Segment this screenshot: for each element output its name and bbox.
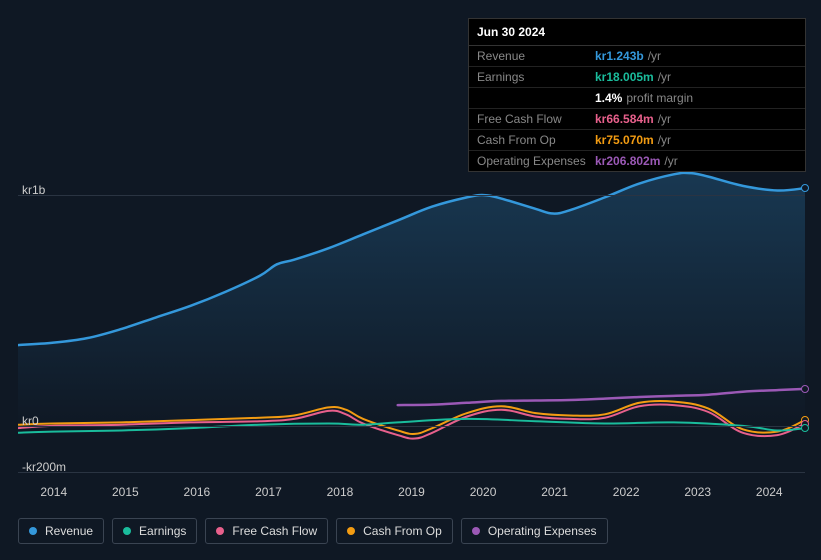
legend-dot	[216, 527, 224, 535]
y-axis-label: kr1b	[22, 183, 45, 197]
tooltip-value: kr18.005m	[595, 70, 654, 84]
tooltip-label: Revenue	[477, 49, 595, 63]
x-axis-label: 2021	[519, 485, 591, 499]
legend-label: Cash From Op	[363, 524, 442, 538]
x-axis-label: 2014	[18, 485, 90, 499]
tooltip-suffix: /yr	[658, 133, 671, 147]
legend-item[interactable]: Revenue	[18, 518, 104, 544]
legend-label: Earnings	[139, 524, 186, 538]
tooltip-value: kr66.584m	[595, 112, 654, 126]
legend-dot	[472, 527, 480, 535]
legend-label: Revenue	[45, 524, 93, 538]
tooltip-suffix: /yr	[664, 154, 677, 168]
tooltip-suffix: /yr	[658, 70, 671, 84]
x-axis-label: 2017	[233, 485, 305, 499]
tooltip-date: Jun 30 2024	[469, 19, 805, 46]
legend-label: Free Cash Flow	[232, 524, 317, 538]
tooltip-label: Operating Expenses	[477, 154, 595, 168]
tooltip-row: Operating Expenseskr206.802m/yr	[469, 151, 805, 171]
tooltip-label	[477, 91, 595, 105]
tooltip-row: Revenuekr1.243b/yr	[469, 46, 805, 67]
tooltip-label: Free Cash Flow	[477, 112, 595, 126]
x-axis-label: 2022	[590, 485, 662, 499]
tooltip-row: Earningskr18.005m/yr	[469, 67, 805, 88]
operating_expenses-end-marker	[801, 385, 809, 393]
revenue-end-marker	[801, 184, 809, 192]
legend-dot	[123, 527, 131, 535]
tooltip-row: Cash From Opkr75.070m/yr	[469, 130, 805, 151]
tooltip-rows: Revenuekr1.243b/yrEarningskr18.005m/yr1.…	[469, 46, 805, 171]
x-axis-label: 2020	[447, 485, 519, 499]
tooltip-value: 1.4%	[595, 91, 622, 105]
x-axis-label: 2019	[376, 485, 448, 499]
tooltip-suffix: profit margin	[626, 91, 693, 105]
legend-dot	[347, 527, 355, 535]
grid-line	[18, 195, 805, 196]
tooltip-value: kr1.243b	[595, 49, 644, 63]
x-axis-label: 2018	[304, 485, 376, 499]
chart-tooltip: Jun 30 2024 Revenuekr1.243b/yrEarningskr…	[468, 18, 806, 172]
x-axis-labels: 2014201520162017201820192020202120222023…	[18, 485, 805, 499]
x-axis-label: 2024	[733, 485, 805, 499]
tooltip-suffix: /yr	[658, 112, 671, 126]
legend-item[interactable]: Operating Expenses	[461, 518, 608, 544]
x-axis-label: 2023	[662, 485, 734, 499]
tooltip-value: kr75.070m	[595, 133, 654, 147]
chart-svg	[18, 172, 805, 472]
revenue-area	[18, 173, 805, 426]
tooltip-label: Cash From Op	[477, 133, 595, 147]
y-axis-label: kr0	[22, 414, 39, 428]
legend-label: Operating Expenses	[488, 524, 597, 538]
chart-plot-area	[18, 172, 805, 472]
tooltip-label: Earnings	[477, 70, 595, 84]
x-axis-label: 2015	[90, 485, 162, 499]
tooltip-suffix: /yr	[648, 49, 661, 63]
grid-line	[18, 472, 805, 473]
y-axis-label: -kr200m	[22, 460, 66, 474]
x-axis-label: 2016	[161, 485, 233, 499]
chart-legend: Revenue Earnings Free Cash Flow Cash From O…	[18, 518, 608, 544]
legend-dot	[29, 527, 37, 535]
grid-line	[18, 426, 805, 427]
legend-item[interactable]: Earnings	[112, 518, 197, 544]
earnings-end-marker	[801, 424, 809, 432]
legend-item[interactable]: Cash From Op	[336, 518, 453, 544]
tooltip-value: kr206.802m	[595, 154, 660, 168]
legend-item[interactable]: Free Cash Flow	[205, 518, 328, 544]
tooltip-row: 1.4% profit margin	[469, 88, 805, 109]
tooltip-row: Free Cash Flowkr66.584m/yr	[469, 109, 805, 130]
